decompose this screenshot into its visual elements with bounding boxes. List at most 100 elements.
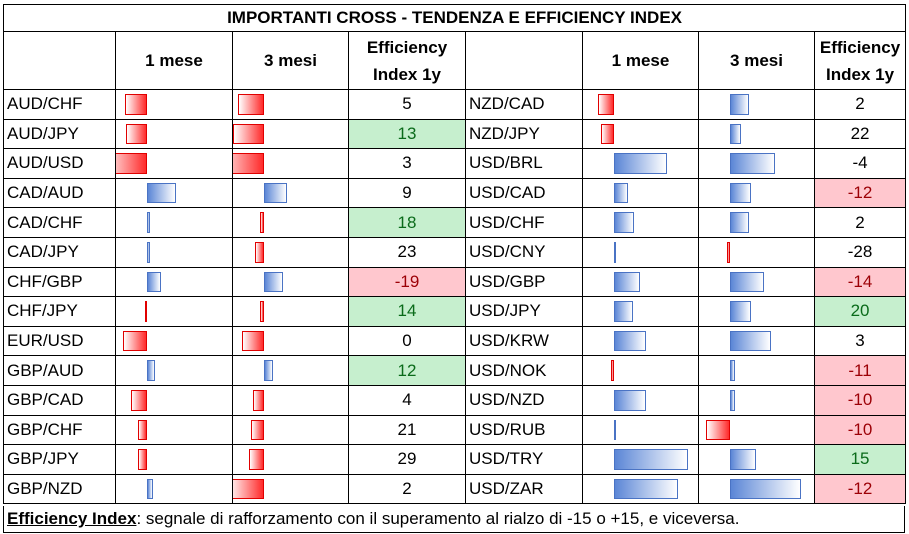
trend-1-mese-right	[582, 89, 699, 120]
trend-1-mese-left	[115, 296, 233, 327]
table-row: AUD/USD 3 USD/BRL -4	[3, 148, 907, 179]
table-row: GBP/CAD 4 USD/NZD -10	[3, 384, 907, 416]
pair-name-left: CHF/GBP	[3, 266, 116, 298]
trend-3-mesi-right	[698, 325, 815, 357]
header-1-mese-right: 1 mese	[582, 31, 699, 90]
efficiency-value-left: 21	[348, 414, 466, 446]
trend-1-mese-left	[115, 118, 233, 150]
up-trend-bar	[614, 271, 641, 293]
trend-1-mese-left	[115, 355, 233, 386]
down-trend-bar	[126, 123, 147, 145]
efficiency-value-right: 2	[813, 89, 907, 120]
efficiency-value-right: -12	[813, 177, 907, 209]
table-row: EUR/USD 0 USD/KRW 3	[3, 325, 907, 357]
up-trend-bar	[730, 449, 757, 470]
pair-name-right: USD/RUB	[465, 414, 583, 446]
trend-3-mesi-right	[698, 355, 815, 386]
up-trend-bar	[730, 478, 802, 500]
down-trend-bar	[241, 330, 264, 352]
up-trend-bar	[730, 301, 751, 322]
pair-name-left: GBP/CAD	[3, 384, 116, 416]
efficiency-value-left: 29	[348, 444, 466, 475]
pair-name-left: GBP/AUD	[3, 355, 116, 386]
down-trend-bar	[144, 301, 147, 322]
efficiency-value-right: -12	[813, 473, 907, 505]
trend-1-mese-right	[582, 384, 699, 416]
pair-name-right: NZD/JPY	[465, 118, 583, 150]
down-trend-bar	[252, 389, 264, 411]
pair-name-right: USD/CAD	[465, 177, 583, 209]
trend-3-mesi-right	[698, 444, 815, 475]
trend-3-mesi-right	[698, 296, 815, 327]
efficiency-value-right: 20	[813, 296, 907, 327]
down-trend-bar	[138, 449, 147, 470]
trend-1-mese-right	[582, 148, 699, 179]
trend-3-mesi-left	[232, 414, 349, 446]
up-trend-bar	[730, 330, 772, 352]
trend-1-mese-right	[582, 266, 699, 298]
efficiency-value-right: -4	[813, 148, 907, 179]
trend-1-mese-left	[115, 89, 233, 120]
pair-name-right: USD/CHF	[465, 207, 583, 238]
trend-3-mesi-left	[232, 325, 349, 357]
table-row: AUD/CHF 5 NZD/CAD 2	[3, 89, 907, 120]
trend-3-mesi-right	[698, 89, 815, 120]
title-row: IMPORTANTI CROSS - TENDENZA E EFFICIENCY…	[2, 4, 907, 32]
pair-name-right: USD/ZAR	[465, 473, 583, 505]
up-trend-bar	[147, 182, 176, 204]
trend-3-mesi-right	[698, 473, 815, 505]
trend-1-mese-right	[582, 296, 699, 327]
up-trend-bar	[614, 241, 616, 263]
up-trend-bar	[730, 153, 775, 174]
down-trend-bar	[251, 419, 264, 441]
down-trend-bar	[233, 478, 264, 500]
pair-name-left: EUR/USD	[3, 325, 116, 357]
pair-name-left: AUD/USD	[3, 148, 116, 179]
trend-3-mesi-left	[232, 444, 349, 475]
up-trend-bar	[147, 271, 161, 293]
trend-1-mese-left	[115, 266, 233, 298]
efficiency-value-right: -11	[813, 355, 907, 386]
header-empty-right	[465, 31, 583, 90]
down-trend-bar	[130, 389, 147, 411]
efficiency-value-left: 13	[348, 118, 466, 150]
trend-3-mesi-right	[698, 236, 815, 268]
table-row: CAD/CHF 18 USD/CHF 2	[3, 207, 907, 238]
table-row: CHF/JPY 14 USD/JPY 20	[3, 296, 907, 327]
pair-name-right: USD/CNY	[465, 236, 583, 268]
efficiency-value-left: 5	[348, 89, 466, 120]
down-trend-bar	[237, 94, 264, 115]
trend-3-mesi-left	[232, 89, 349, 120]
table-row: GBP/JPY 29 USD/TRY 15	[3, 444, 907, 475]
pair-name-left: GBP/CHF	[3, 414, 116, 446]
header-efficiency-left: Efficiency Index 1y	[348, 31, 466, 90]
pair-name-left: CHF/JPY	[3, 296, 116, 327]
pair-name-left: AUD/JPY	[3, 118, 116, 150]
down-trend-bar	[255, 241, 264, 263]
up-trend-bar	[614, 153, 667, 174]
down-trend-bar	[611, 360, 614, 381]
up-trend-bar	[264, 182, 287, 204]
footer-text: : segnale di rafforzamento con il supera…	[136, 509, 740, 528]
trend-1-mese-right	[582, 207, 699, 238]
trend-3-mesi-left	[232, 266, 349, 298]
pair-name-right: USD/JPY	[465, 296, 583, 327]
trend-1-mese-left	[115, 177, 233, 209]
efficiency-value-left: -19	[348, 266, 466, 298]
up-trend-bar	[730, 271, 764, 293]
footer-note: Efficiency Index: segnale di rafforzamen…	[3, 506, 905, 533]
efficiency-value-right: 2	[813, 207, 907, 238]
pair-name-right: USD/GBP	[465, 266, 583, 298]
efficiency-value-left: 12	[348, 355, 466, 386]
up-trend-bar	[730, 94, 749, 115]
up-trend-bar	[730, 182, 751, 204]
trend-3-mesi-right	[698, 118, 815, 150]
up-trend-bar	[614, 389, 646, 411]
efficiency-value-left: 14	[348, 296, 466, 327]
pair-name-right: USD/BRL	[465, 148, 583, 179]
pair-name-right: USD/NZD	[465, 384, 583, 416]
up-trend-bar	[614, 301, 633, 322]
pair-name-left: GBP/NZD	[3, 473, 116, 505]
down-trend-bar	[249, 449, 264, 470]
